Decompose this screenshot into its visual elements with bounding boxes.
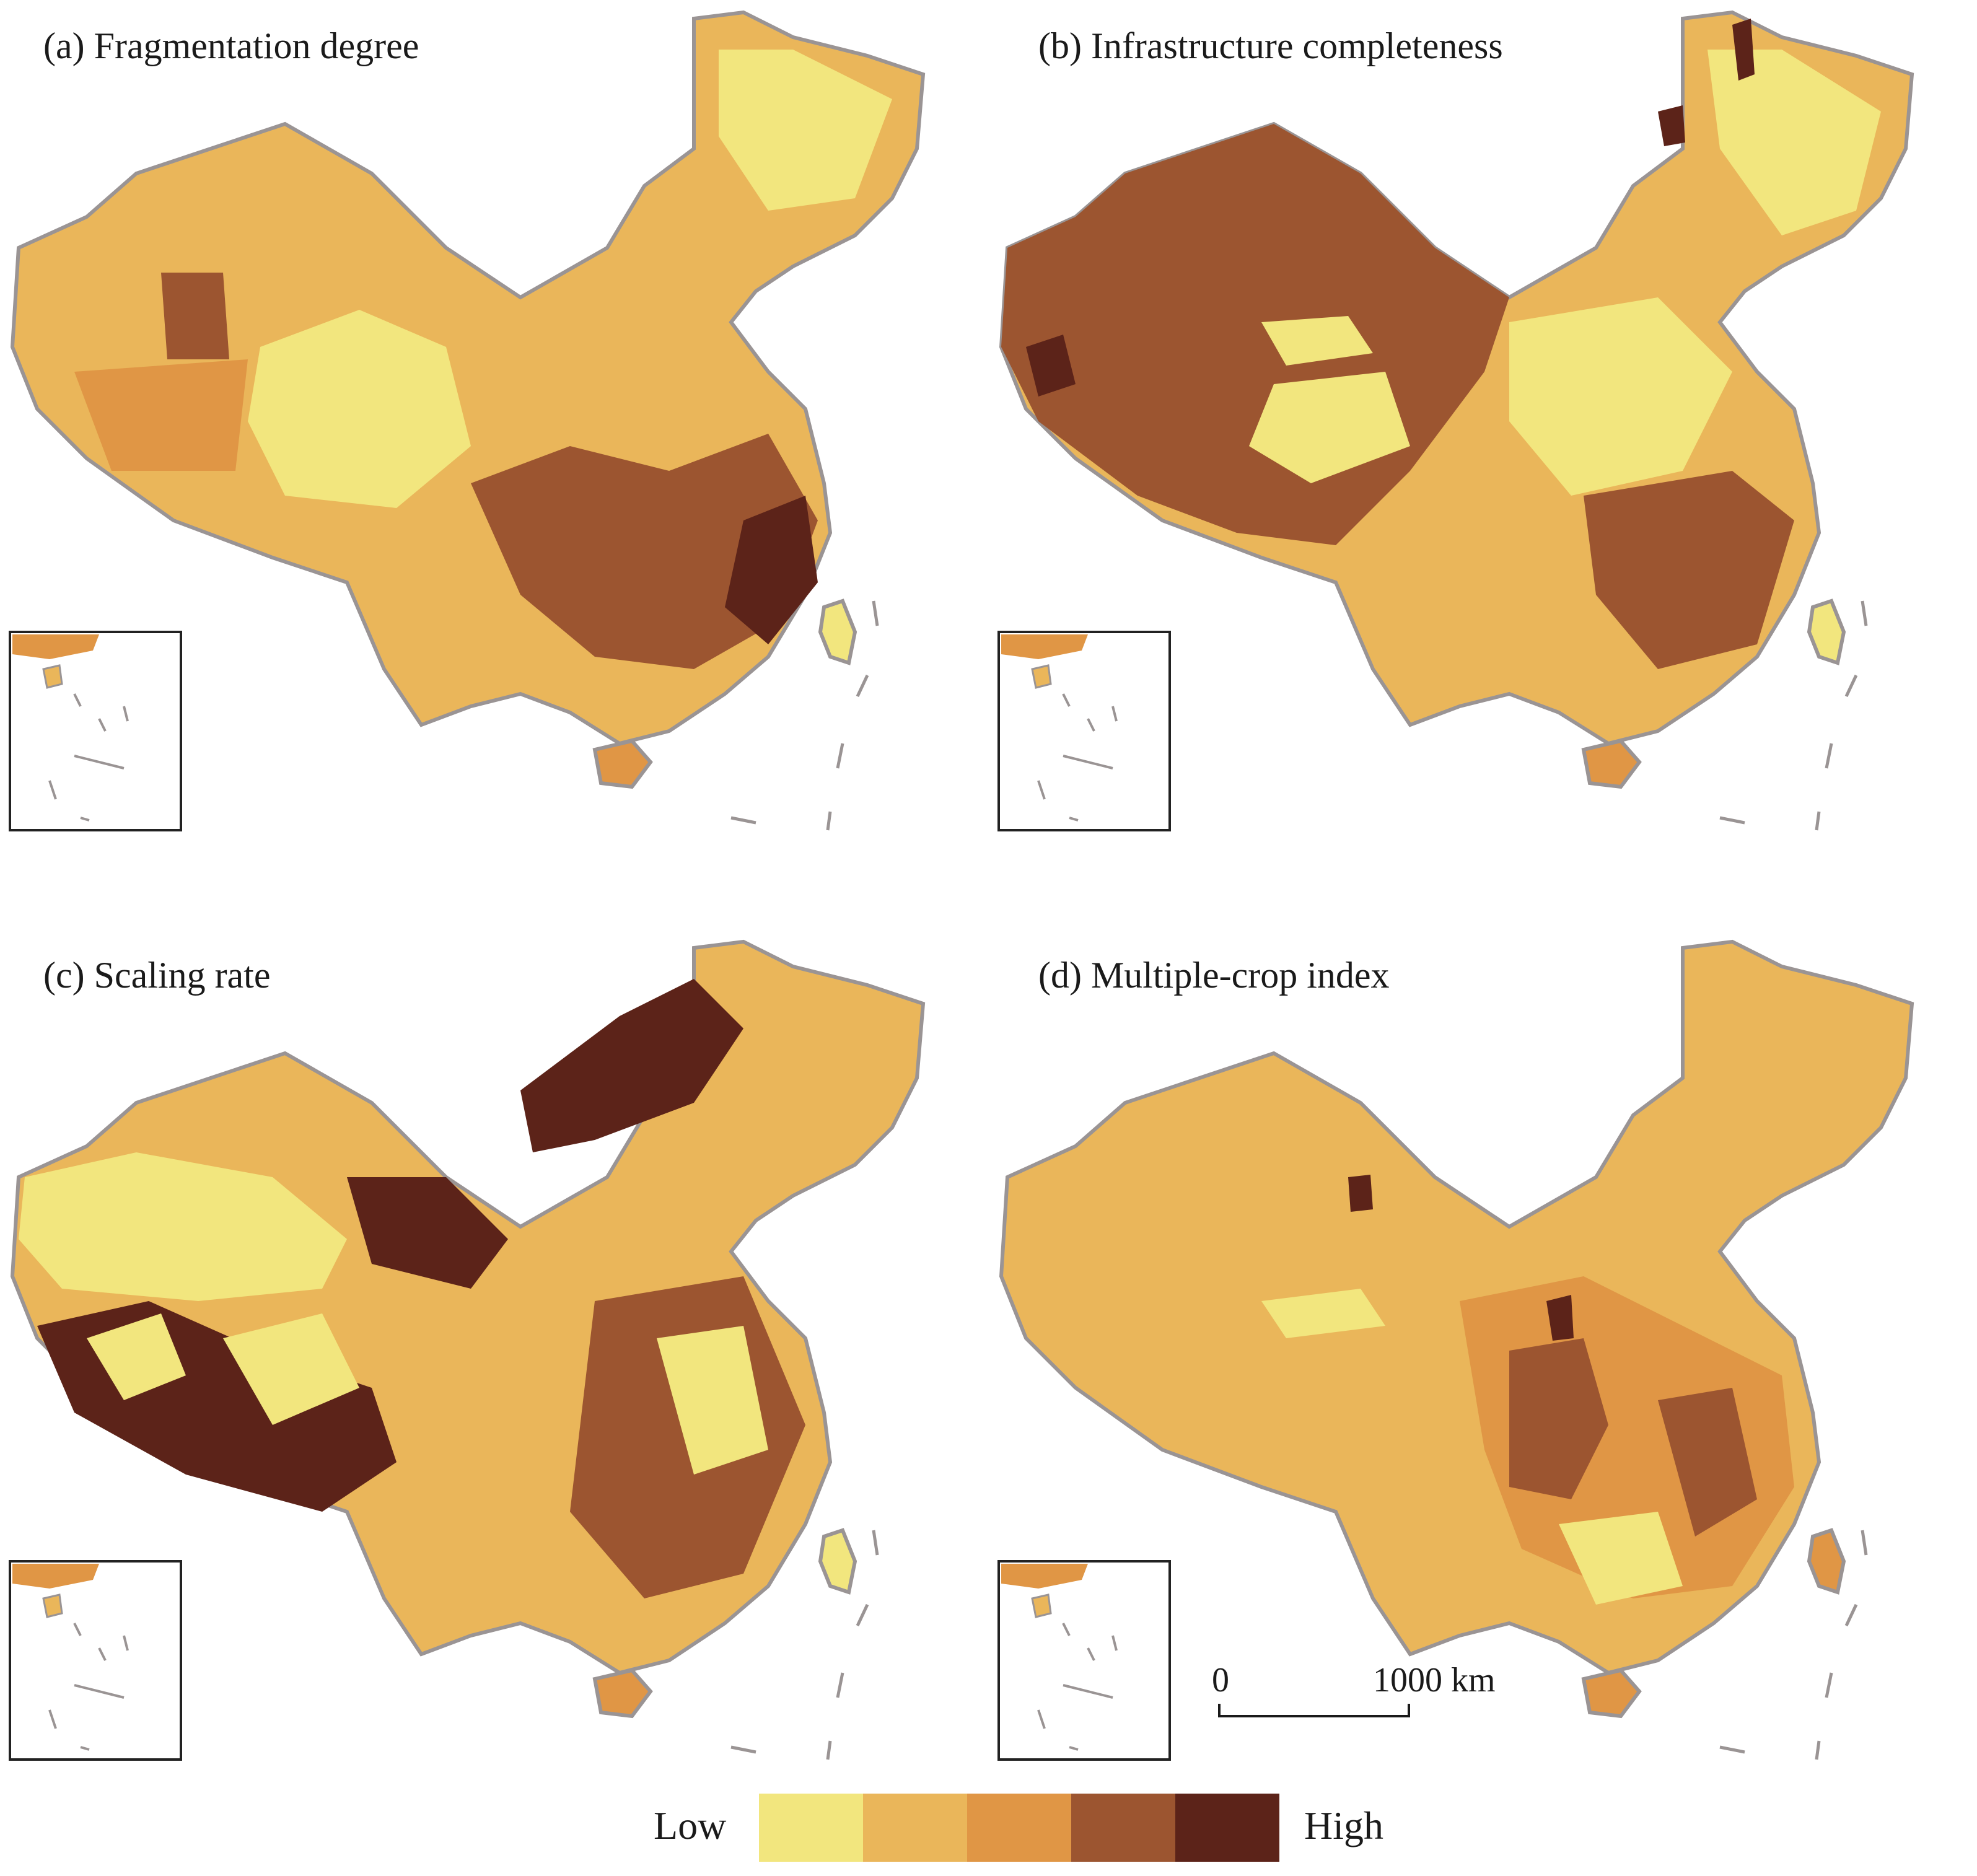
- region-high: [1509, 1338, 1608, 1499]
- region-very-high: [520, 979, 743, 1152]
- region-very-high: [1026, 335, 1076, 397]
- region-high: [1658, 1388, 1757, 1536]
- legend-class-4: [1071, 1794, 1175, 1862]
- map-panel-b: (b) Infrastructure completeness: [989, 0, 1977, 867]
- region-very-high: [1546, 1295, 1574, 1341]
- region-low: [1559, 1512, 1683, 1605]
- inset-south-china-sea: [9, 631, 182, 831]
- region-very-high: [1732, 19, 1755, 81]
- choropleth-map-d: [997, 929, 1977, 1761]
- legend-high-label: High: [1304, 1804, 1383, 1848]
- map-panel-d: (d) Multiple-crop index 0 1000 km: [989, 929, 1977, 1797]
- region-low: [19, 1152, 347, 1301]
- region-low: [1261, 316, 1373, 366]
- inset-south-china-sea: [997, 631, 1171, 831]
- legend-class-1: [759, 1794, 863, 1862]
- region-low: [719, 50, 892, 211]
- region-low: [1707, 50, 1881, 235]
- region-very-high: [1348, 1175, 1373, 1212]
- panel-title-b: (b) Infrastructure completeness: [1038, 25, 1503, 66]
- legend-class-2: [863, 1794, 967, 1862]
- legend-low-label: Low: [654, 1804, 727, 1848]
- region-low: [1261, 1289, 1385, 1338]
- region-low: [87, 1313, 186, 1400]
- legend-class-3: [967, 1794, 1071, 1862]
- scale-bar-start-label: 0: [1212, 1661, 1229, 1699]
- scale-bar: [1218, 1704, 1410, 1717]
- legend-class-5: [1175, 1794, 1279, 1862]
- inset-south-china-sea: [9, 1560, 182, 1761]
- panel-title-a: (a) Fragmentation degree: [43, 25, 419, 66]
- panel-title-c: (c) Scaling rate: [43, 955, 271, 996]
- region-low: [657, 1326, 768, 1475]
- region-very-high: [1658, 105, 1685, 146]
- inset-south-china-sea: [997, 1560, 1171, 1761]
- map-panel-c: (c) Scaling rate: [0, 929, 988, 1797]
- region-low: [1509, 297, 1732, 496]
- region-very-high: [347, 1177, 508, 1289]
- region-low: [1249, 372, 1410, 483]
- choropleth-map-b: [997, 0, 1977, 831]
- region-low: [223, 1313, 359, 1425]
- choropleth-map-a: [9, 0, 988, 831]
- panel-title-d: (d) Multiple-crop index: [1038, 955, 1390, 996]
- map-panel-a: (a) Fragmentation degree: [0, 0, 988, 867]
- choropleth-map-c: [9, 929, 988, 1761]
- scale-bar-end-label: 1000 km: [1373, 1661, 1496, 1699]
- south-sea-dashes: [730, 600, 879, 831]
- region-low: [248, 310, 471, 508]
- region-mid: [74, 359, 248, 471]
- region-high: [1584, 471, 1794, 669]
- region-very-high: [725, 496, 818, 644]
- region-mid: [161, 273, 229, 359]
